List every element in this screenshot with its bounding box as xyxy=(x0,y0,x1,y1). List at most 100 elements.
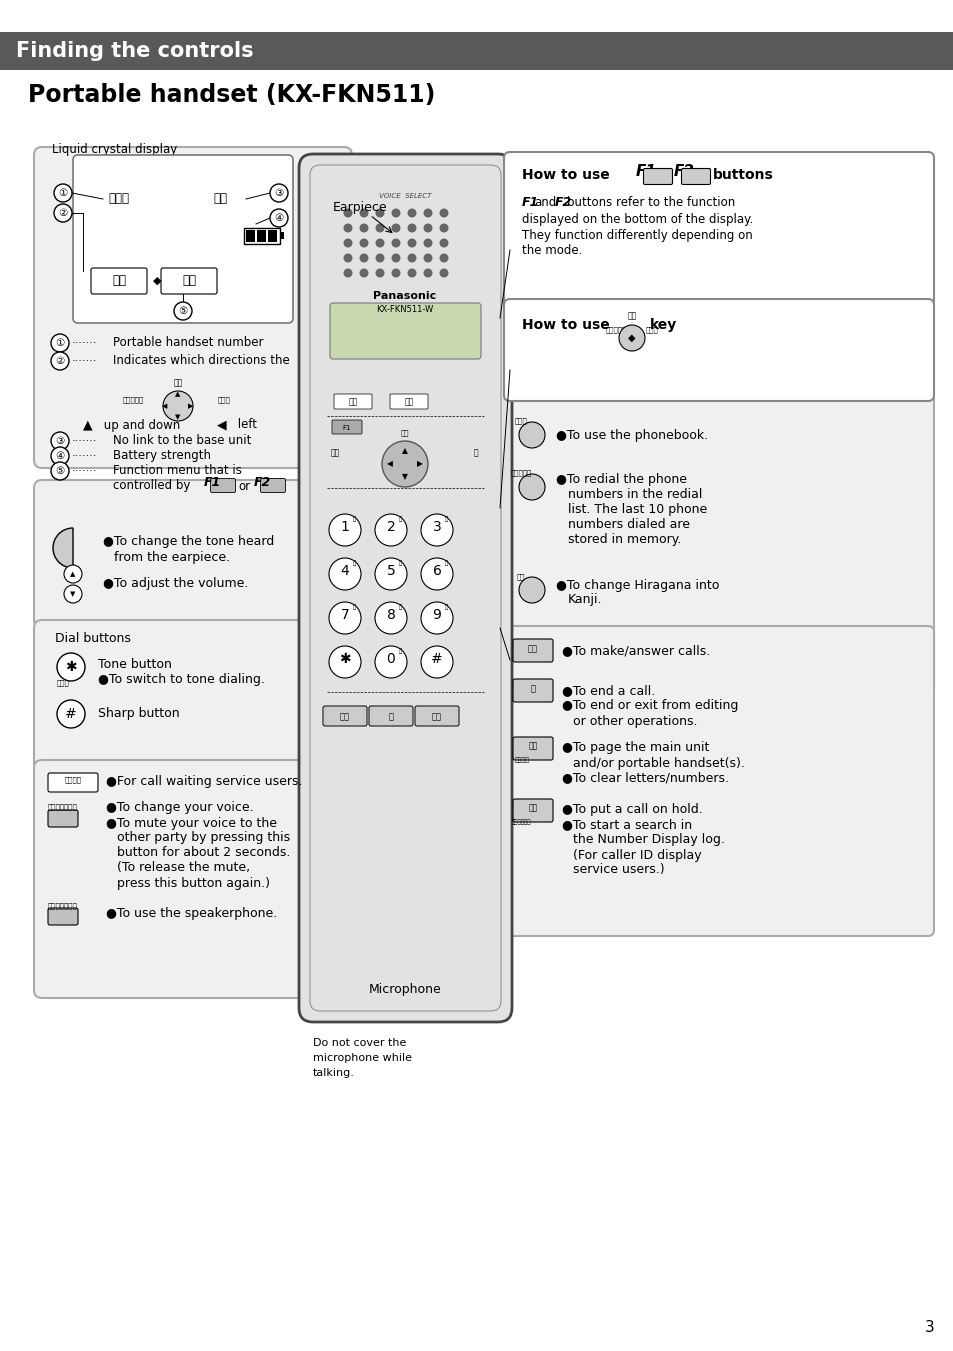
FancyBboxPatch shape xyxy=(323,707,367,725)
FancyBboxPatch shape xyxy=(332,420,361,434)
Circle shape xyxy=(173,303,192,320)
Bar xyxy=(244,228,280,245)
Circle shape xyxy=(391,208,400,218)
Text: ●To end a call.: ●To end a call. xyxy=(561,685,655,697)
Text: スピーカーホン: スピーカーホン xyxy=(48,902,78,909)
Text: from the earpiece.: from the earpiece. xyxy=(113,551,230,565)
Circle shape xyxy=(423,269,432,277)
Text: 保留: 保留 xyxy=(528,802,537,812)
Text: ●To end or exit from editing: ●To end or exit from editing xyxy=(561,700,738,712)
Circle shape xyxy=(359,208,368,218)
Circle shape xyxy=(57,700,85,728)
Circle shape xyxy=(375,239,384,247)
Text: #: # xyxy=(65,707,77,721)
Circle shape xyxy=(420,558,453,590)
Text: は: は xyxy=(444,561,447,566)
FancyBboxPatch shape xyxy=(369,707,413,725)
Text: F2: F2 xyxy=(673,165,695,180)
Text: クリアー: クリアー xyxy=(514,758,529,763)
Text: 外線: 外線 xyxy=(330,449,339,458)
Circle shape xyxy=(375,223,384,232)
Text: numbers dialed are: numbers dialed are xyxy=(567,519,689,531)
Text: ボイスチェンジ: ボイスチェンジ xyxy=(48,802,78,809)
Text: 留守: 留守 xyxy=(182,274,195,288)
Circle shape xyxy=(420,603,453,634)
Text: ·······: ······· xyxy=(71,436,97,446)
Circle shape xyxy=(329,558,360,590)
Text: ●To start a search in: ●To start a search in xyxy=(561,819,691,831)
FancyBboxPatch shape xyxy=(211,478,235,493)
Circle shape xyxy=(375,254,384,262)
FancyBboxPatch shape xyxy=(680,169,710,185)
Circle shape xyxy=(343,208,352,218)
Text: Kanji.: Kanji. xyxy=(567,593,602,607)
Circle shape xyxy=(407,239,416,247)
Circle shape xyxy=(329,603,360,634)
Text: ·······: ······· xyxy=(71,466,97,476)
FancyBboxPatch shape xyxy=(34,147,352,467)
Circle shape xyxy=(329,513,360,546)
Circle shape xyxy=(391,223,400,232)
Text: 7: 7 xyxy=(340,608,349,621)
Text: F2: F2 xyxy=(253,477,271,489)
Text: buttons refer to the function: buttons refer to the function xyxy=(566,196,735,209)
FancyBboxPatch shape xyxy=(503,626,933,936)
Text: VOICE  SELECT: VOICE SELECT xyxy=(378,193,431,199)
Text: F1: F1 xyxy=(521,196,538,209)
Text: ●To page the main unit: ●To page the main unit xyxy=(561,742,709,754)
Circle shape xyxy=(64,585,82,603)
Circle shape xyxy=(439,269,448,277)
Bar xyxy=(268,230,276,242)
Circle shape xyxy=(51,447,69,465)
Text: ▼: ▼ xyxy=(175,413,180,420)
Circle shape xyxy=(375,558,407,590)
FancyBboxPatch shape xyxy=(643,169,672,185)
FancyBboxPatch shape xyxy=(48,811,78,827)
Text: numbers in the redial: numbers in the redial xyxy=(567,489,701,501)
FancyBboxPatch shape xyxy=(513,639,553,662)
Circle shape xyxy=(359,239,368,247)
Text: service users.): service users.) xyxy=(573,863,664,877)
Text: Portable handset (KX-FKN511): Portable handset (KX-FKN511) xyxy=(28,82,435,107)
FancyBboxPatch shape xyxy=(513,680,553,703)
Text: 9: 9 xyxy=(432,608,441,621)
Text: the mode.: the mode. xyxy=(521,245,581,258)
Text: ◆: ◆ xyxy=(152,276,161,286)
Text: Function menu that is: Function menu that is xyxy=(112,465,242,477)
Text: list. The last 10 phone: list. The last 10 phone xyxy=(567,504,706,516)
Text: 機能: 機能 xyxy=(348,397,357,407)
Bar xyxy=(256,230,266,242)
Text: 1: 1 xyxy=(340,520,349,534)
Text: 再ダイヤル: 再ダイヤル xyxy=(122,397,144,404)
Text: 切: 切 xyxy=(388,712,393,721)
Text: ●To use the phonebook.: ●To use the phonebook. xyxy=(556,430,707,443)
Text: 変換: 変換 xyxy=(173,378,182,388)
Circle shape xyxy=(54,204,71,222)
Text: 2: 2 xyxy=(386,520,395,534)
Text: ▼: ▼ xyxy=(401,473,408,481)
FancyBboxPatch shape xyxy=(334,394,372,409)
FancyBboxPatch shape xyxy=(34,761,352,998)
Text: 3: 3 xyxy=(924,1320,934,1336)
Circle shape xyxy=(381,440,428,486)
Text: ◀: ◀ xyxy=(387,459,393,469)
Circle shape xyxy=(343,223,352,232)
Circle shape xyxy=(343,239,352,247)
Text: ●To change your voice.: ●To change your voice. xyxy=(106,801,253,815)
Text: 内線: 内線 xyxy=(432,712,441,721)
Text: トーン: トーン xyxy=(56,680,70,685)
Text: ▶: ▶ xyxy=(188,403,193,409)
Text: ②: ② xyxy=(55,357,65,366)
Circle shape xyxy=(391,254,400,262)
Text: ▼: ▼ xyxy=(71,590,75,597)
Text: 0: 0 xyxy=(386,653,395,666)
Circle shape xyxy=(439,239,448,247)
Circle shape xyxy=(423,223,432,232)
Circle shape xyxy=(375,646,407,678)
Text: ✱: ✱ xyxy=(65,661,77,674)
FancyBboxPatch shape xyxy=(503,153,933,305)
Circle shape xyxy=(439,208,448,218)
Text: Portable handset number: Portable handset number xyxy=(112,336,263,350)
Text: other party by pressing this: other party by pressing this xyxy=(117,831,290,844)
Text: or: or xyxy=(237,480,250,493)
